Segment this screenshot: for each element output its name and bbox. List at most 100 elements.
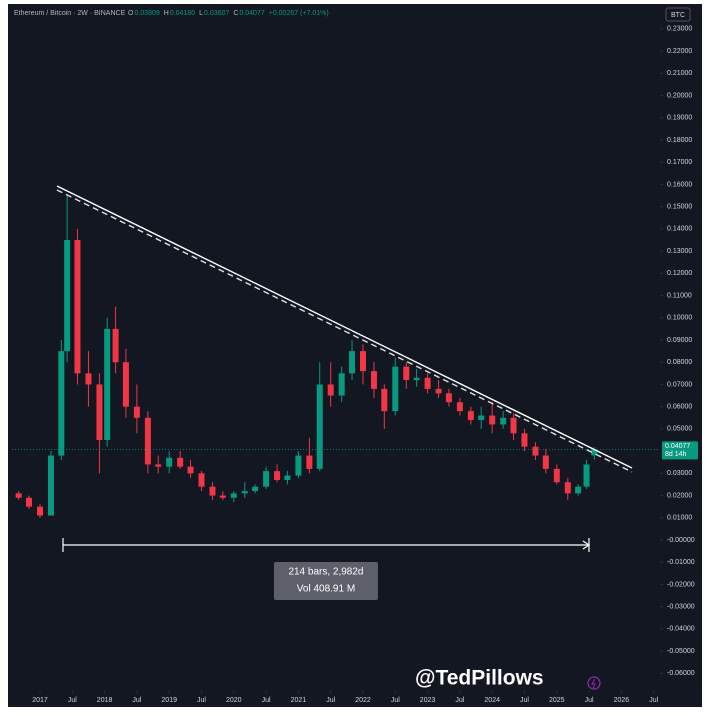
candle-body [295,455,302,476]
candle-body [263,471,270,487]
ohlc-key: H [164,10,169,17]
candle-body [219,495,226,498]
y-tick-label: 0.02000 [667,492,692,499]
y-tick-label: -0.06000 [667,670,695,677]
symbol-title: Ethereum / Bitcoin · 2W · BINANCE [14,10,126,17]
x-tick-label: Jul [649,697,658,704]
flash-icon[interactable] [587,676,601,690]
y-tick-label: 0.13000 [667,248,692,255]
candle-body [166,457,173,467]
y-tick-label: 0.14000 [667,226,692,233]
candle-body [96,384,103,440]
x-tick-label: 2021 [291,697,307,704]
candle-body [26,497,33,507]
x-tick-label: 2022 [355,697,371,704]
measure-box [273,562,378,600]
y-tick-label: 0.17000 [667,159,692,166]
y-tick-label: 0.01000 [667,515,692,522]
candle-body [209,486,216,496]
x-tick-label: Jul [520,697,529,704]
candle-body [424,377,431,389]
candle-body [230,493,237,498]
candle-body [64,240,71,352]
candle-body [413,377,420,380]
candle-body [521,433,528,447]
candle-body [112,328,119,363]
candle-body [104,328,111,440]
y-tick-label: 0.20000 [667,92,692,99]
ohlc-value: 0.04180 [170,10,195,17]
last-price-box [662,441,698,460]
candle-body [435,388,442,394]
candle-body [591,449,598,456]
candle-body [241,491,248,494]
candle-body [15,493,22,498]
candle-body [274,471,281,480]
trendline [56,189,633,473]
x-tick-label: 2024 [484,697,500,704]
candle-body [349,351,356,374]
candle-body [177,457,184,467]
y-tick-label: -0.03000 [667,604,695,611]
x-tick-label: Jul [326,697,335,704]
y-tick-label: 0.08000 [667,359,692,366]
candle-body [327,384,334,396]
y-tick-label: 0.15000 [667,204,692,211]
trendline [56,185,633,469]
candle-body [155,464,162,467]
candle-body [338,373,345,396]
candle-body [532,446,539,456]
y-tick-label: 0.19000 [667,115,692,122]
ohlc-key: C [233,10,238,17]
currency-label: BTC [671,12,685,19]
flash-glyph [591,678,596,689]
candle-body [187,466,194,474]
candle-body [489,415,496,425]
price-change: +0.00267 (+7.01%) [269,10,329,17]
candle-body [456,402,463,412]
candle-body [564,482,571,494]
y-tick-label: 0.11000 [667,292,692,299]
candle-body [381,388,388,412]
candle-body [370,371,377,389]
y-tick-label: 0.06000 [667,404,692,411]
x-tick-label: Jul [68,697,77,704]
y-tick-label: -0.01000 [667,559,695,566]
candle-body [36,506,43,516]
y-tick-label: 0.23000 [667,26,692,33]
measure-text: Vol 408.91 M [297,584,355,595]
candle-body [306,455,313,469]
candle-body [133,406,140,418]
candle-body [252,486,259,492]
candle-body [542,455,549,469]
x-tick-label: 2025 [549,697,565,704]
y-tick-label: 0.22000 [667,48,692,55]
x-tick-label: Jul [197,697,206,704]
candle-body [198,473,205,487]
x-tick-label: Jul [132,697,141,704]
candle-body [403,366,410,380]
x-tick-label: 2017 [32,697,48,704]
x-tick-label: 2020 [226,697,242,704]
last-price-label: 0.04077 [665,443,690,450]
ohlc-value: 0.04077 [239,10,264,17]
x-tick-label: Jul [585,697,594,704]
y-tick-label: -0.04000 [667,626,695,633]
y-tick-label: 0.07000 [667,381,692,388]
candle-body [284,475,291,480]
candle-body [445,393,452,403]
currency-box[interactable] [665,7,691,22]
candle-body [575,486,582,494]
candle-body [58,351,65,456]
candle-body [583,464,590,487]
y-tick-label: 0.09000 [667,337,692,344]
y-tick-label: 0.21000 [667,70,692,77]
y-tick-label: -0.00000 [667,537,695,544]
ohlc-value: 0.03607 [204,10,229,17]
candle-body [478,415,485,420]
bar-countdown: 8d 14h [665,451,687,458]
x-tick-label: 2018 [97,697,113,704]
y-tick-label: -0.05000 [667,648,695,655]
x-tick-label: Jul [391,697,400,704]
